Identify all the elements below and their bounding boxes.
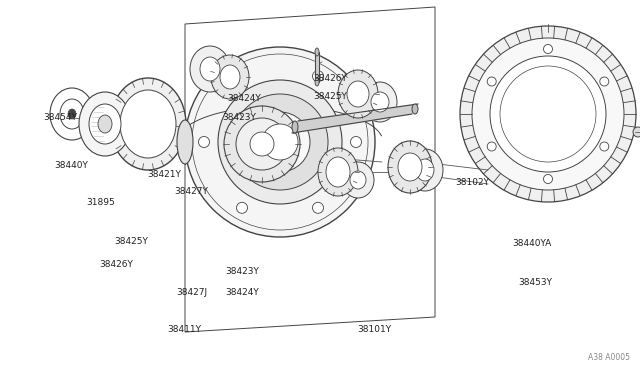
Text: 38424Y: 38424Y <box>225 288 259 296</box>
Text: 38426Y: 38426Y <box>314 74 348 83</box>
Circle shape <box>232 94 328 190</box>
Text: 31895: 31895 <box>86 198 115 207</box>
Text: 38102Y: 38102Y <box>456 178 490 187</box>
Circle shape <box>312 202 323 213</box>
Circle shape <box>218 80 342 204</box>
Ellipse shape <box>342 162 374 198</box>
Text: 38440Y: 38440Y <box>54 161 88 170</box>
Text: 38425Y: 38425Y <box>114 237 148 246</box>
Ellipse shape <box>220 65 240 89</box>
Text: 38440YA: 38440YA <box>512 239 551 248</box>
Ellipse shape <box>315 48 319 56</box>
Text: 38423Y: 38423Y <box>223 113 257 122</box>
Circle shape <box>237 202 248 213</box>
Text: 38424Y: 38424Y <box>227 94 261 103</box>
Text: A38 A0005: A38 A0005 <box>588 353 630 362</box>
Text: 38101Y: 38101Y <box>357 325 391 334</box>
Ellipse shape <box>363 82 397 122</box>
Ellipse shape <box>98 115 112 133</box>
Ellipse shape <box>371 92 389 112</box>
Circle shape <box>472 38 624 190</box>
Circle shape <box>250 132 274 156</box>
Polygon shape <box>292 104 418 133</box>
Circle shape <box>600 142 609 151</box>
Circle shape <box>185 47 375 237</box>
Circle shape <box>600 77 609 86</box>
Polygon shape <box>315 52 319 82</box>
Ellipse shape <box>89 104 121 144</box>
Text: 38423Y: 38423Y <box>225 267 259 276</box>
Circle shape <box>198 137 209 148</box>
Circle shape <box>262 124 298 160</box>
Text: 38454Y: 38454Y <box>44 113 77 122</box>
Text: 38427Y: 38427Y <box>174 187 208 196</box>
Ellipse shape <box>190 46 230 92</box>
Text: 38427J: 38427J <box>176 288 207 296</box>
Ellipse shape <box>407 149 443 191</box>
Ellipse shape <box>68 109 76 119</box>
Ellipse shape <box>110 78 186 170</box>
Ellipse shape <box>350 171 366 189</box>
Ellipse shape <box>416 159 434 181</box>
Ellipse shape <box>318 148 358 196</box>
Text: 38426Y: 38426Y <box>99 260 133 269</box>
Ellipse shape <box>315 78 319 86</box>
Text: 38421Y: 38421Y <box>147 170 181 179</box>
Ellipse shape <box>200 57 220 81</box>
Ellipse shape <box>211 55 249 99</box>
Circle shape <box>487 77 496 86</box>
Ellipse shape <box>398 153 422 181</box>
Ellipse shape <box>338 70 378 118</box>
Circle shape <box>237 71 248 82</box>
Text: 38411Y: 38411Y <box>168 325 202 334</box>
Ellipse shape <box>388 141 432 193</box>
Circle shape <box>460 26 636 202</box>
Text: 38453Y: 38453Y <box>518 278 552 287</box>
Ellipse shape <box>79 92 131 156</box>
Circle shape <box>490 56 606 172</box>
Ellipse shape <box>326 157 350 187</box>
Ellipse shape <box>120 90 176 158</box>
Ellipse shape <box>347 81 369 107</box>
Circle shape <box>312 71 323 82</box>
Circle shape <box>351 137 362 148</box>
Circle shape <box>236 118 288 170</box>
Circle shape <box>543 45 552 54</box>
Ellipse shape <box>292 121 298 133</box>
Circle shape <box>487 142 496 151</box>
Circle shape <box>543 174 552 183</box>
Text: 38425Y: 38425Y <box>314 92 348 101</box>
Ellipse shape <box>412 104 418 114</box>
Circle shape <box>250 112 310 172</box>
Circle shape <box>633 127 640 137</box>
Ellipse shape <box>177 120 193 164</box>
Circle shape <box>224 106 300 182</box>
